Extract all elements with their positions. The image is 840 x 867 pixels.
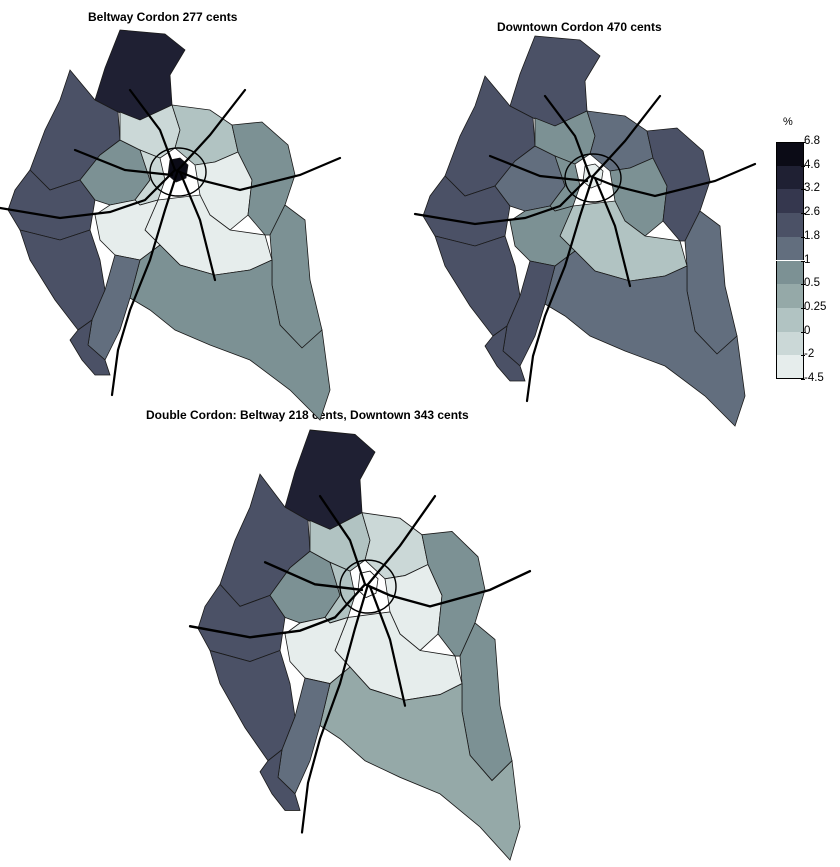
highway-line <box>128 88 177 172</box>
legend-swatch <box>776 189 804 214</box>
highway-line <box>368 585 407 707</box>
highway-line <box>73 148 174 177</box>
highway-line <box>300 583 370 834</box>
beltway-ring <box>149 147 207 197</box>
legend-swatch <box>776 284 804 308</box>
legend-tick-label: -2 <box>800 348 815 361</box>
highway-line <box>110 168 180 397</box>
highway-line <box>178 170 217 282</box>
map-title-downtown: Downtown Cordon 470 cents <box>497 20 662 34</box>
legend-swatch <box>776 236 804 261</box>
beltway-ring <box>564 153 622 203</box>
beltway-ring <box>339 559 397 614</box>
map-title-double-cordon: Double Cordon: Beltway 218 cents, Downto… <box>146 408 469 422</box>
legend-swatch <box>776 213 804 237</box>
zone-sw-small <box>69 319 111 376</box>
highway-line <box>543 94 592 178</box>
highway-line <box>591 94 662 178</box>
map-beltway-cordon <box>0 29 342 421</box>
legend-swatch <box>776 307 804 332</box>
highway-line <box>413 174 592 226</box>
highway-line <box>366 494 437 586</box>
highway-line <box>0 168 177 220</box>
legend-tick-label: 3.2 <box>801 182 820 195</box>
legend-tick-label: 0.5 <box>801 277 820 290</box>
highway-line <box>263 561 364 592</box>
legend-unit: % <box>783 116 793 128</box>
highway-line <box>525 174 595 403</box>
legend-tick-label: 2.6 <box>801 206 820 219</box>
highway-line <box>593 176 632 288</box>
zone-southwest <box>434 235 521 337</box>
highway-line <box>318 494 367 586</box>
legend-swatch <box>776 260 804 285</box>
zone-sw-small <box>259 748 301 811</box>
highway-line <box>188 583 367 639</box>
legend-tick-label: 6.8 <box>801 135 820 147</box>
zone-south <box>544 250 746 427</box>
legend-swatch <box>776 142 804 166</box>
highway-line <box>488 154 589 183</box>
highway-line <box>173 156 342 192</box>
zone-sw-small <box>484 325 526 382</box>
zone-south <box>129 244 331 421</box>
highway-line <box>176 88 247 172</box>
map-title-beltway: Beltway Cordon 277 cents <box>88 10 238 24</box>
map-downtown-cordon <box>413 35 757 427</box>
legend-swatch <box>776 355 804 379</box>
legend-tick-label: -4.5 <box>801 372 824 384</box>
zone-south <box>319 666 521 861</box>
zone-southwest <box>19 229 106 331</box>
highway-line <box>588 162 757 198</box>
legend-tick-label: 1.8 <box>801 229 820 242</box>
highway-line <box>363 569 532 608</box>
legend-tick-label: 4.6 <box>801 158 820 171</box>
map-double-cordon <box>188 429 532 861</box>
legend-tick-label: 0 <box>800 324 811 337</box>
legend-tick-label: 0.25 <box>800 300 827 313</box>
legend-swatch <box>776 165 804 190</box>
legend-tick-label: 1 <box>800 253 811 266</box>
zone-southwest <box>209 649 296 762</box>
legend-swatch <box>776 331 804 356</box>
color-legend: % 6.8 4.6 3.2 2.6 1.8 1 0.5 0.25 0 -2 -4.5 <box>776 116 840 416</box>
